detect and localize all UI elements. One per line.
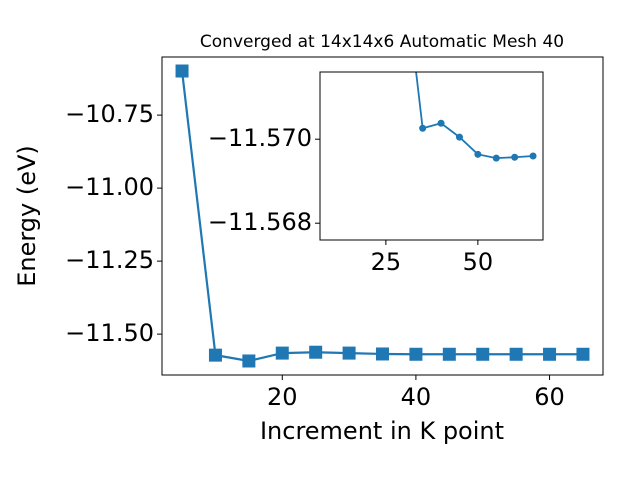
axes-frame xyxy=(161,56,604,376)
x-tick-label: 60 xyxy=(534,383,565,411)
y-tick-label: −11.00 xyxy=(65,173,154,201)
y-tick-label: −11.568 xyxy=(208,208,312,236)
point xyxy=(437,119,445,127)
point xyxy=(543,347,557,361)
x-axis-label: Increment in K point xyxy=(260,417,504,445)
axes-frame xyxy=(319,71,544,241)
point xyxy=(309,345,323,359)
point xyxy=(419,124,427,132)
point xyxy=(511,153,519,161)
y-tick-label: −11.25 xyxy=(65,246,154,274)
point xyxy=(455,133,463,141)
point xyxy=(175,64,189,78)
point xyxy=(342,346,356,360)
x-tick-label: 20 xyxy=(267,383,298,411)
chart-title: Converged at 14x14x6 Automatic Mesh 40 xyxy=(200,32,564,52)
x-tick-label: 40 xyxy=(401,383,432,411)
x-tick-label: 50 xyxy=(463,248,494,276)
point xyxy=(529,152,537,160)
point xyxy=(474,150,482,158)
point xyxy=(476,347,490,361)
point xyxy=(376,347,389,361)
point xyxy=(275,346,289,360)
y-axis-label: Energy (eV) xyxy=(13,145,41,287)
point xyxy=(509,347,523,361)
inset-background xyxy=(320,72,543,240)
plot-area xyxy=(415,72,537,162)
point xyxy=(242,354,256,368)
point xyxy=(208,348,222,362)
y-tick-label: −11.570 xyxy=(208,124,312,152)
y-tick-label: −10.75 xyxy=(65,100,154,128)
point xyxy=(442,347,456,361)
point xyxy=(576,347,590,361)
plot-area xyxy=(175,64,590,368)
point xyxy=(492,154,500,162)
point xyxy=(409,347,423,361)
y-tick-label: −11.50 xyxy=(65,319,154,347)
x-tick-label: 25 xyxy=(371,248,402,276)
